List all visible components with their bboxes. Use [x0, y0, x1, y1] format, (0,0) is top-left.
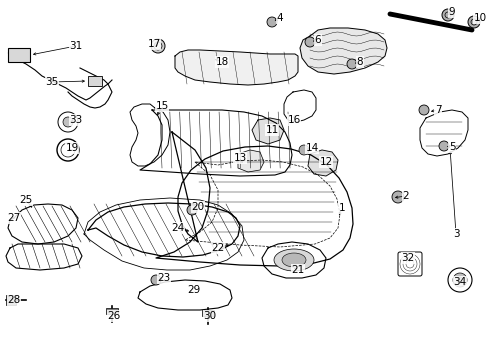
Text: 26: 26 — [107, 311, 121, 321]
Text: 14: 14 — [305, 143, 318, 153]
Ellipse shape — [273, 249, 313, 271]
Polygon shape — [138, 280, 231, 310]
Text: 21: 21 — [291, 265, 304, 275]
Text: 9: 9 — [448, 7, 454, 17]
Text: 28: 28 — [7, 295, 20, 305]
Text: 5: 5 — [448, 142, 454, 152]
Text: 24: 24 — [171, 223, 184, 233]
Circle shape — [447, 268, 471, 292]
Circle shape — [63, 117, 73, 127]
Text: 27: 27 — [7, 213, 20, 223]
Text: 15: 15 — [155, 101, 168, 111]
Circle shape — [452, 273, 466, 287]
Text: 19: 19 — [65, 143, 79, 153]
Text: 30: 30 — [203, 311, 216, 321]
Polygon shape — [299, 28, 386, 74]
Circle shape — [391, 191, 403, 203]
Text: 1: 1 — [338, 203, 345, 213]
Text: 11: 11 — [265, 125, 278, 135]
Polygon shape — [419, 110, 467, 156]
Text: 2: 2 — [402, 191, 408, 201]
Text: 8: 8 — [356, 57, 363, 67]
FancyBboxPatch shape — [8, 48, 30, 62]
Polygon shape — [8, 204, 78, 244]
Text: 23: 23 — [157, 273, 170, 283]
Text: 32: 32 — [401, 253, 414, 263]
Polygon shape — [251, 118, 284, 144]
Polygon shape — [307, 150, 337, 176]
Bar — [202, 310, 214, 316]
Bar — [106, 308, 118, 314]
Circle shape — [346, 59, 356, 69]
Polygon shape — [130, 104, 170, 166]
Bar — [6, 295, 16, 305]
Text: 22: 22 — [211, 243, 224, 253]
Circle shape — [266, 17, 276, 27]
Text: 13: 13 — [233, 153, 246, 163]
Circle shape — [438, 141, 448, 151]
Text: 31: 31 — [69, 41, 82, 51]
Text: 16: 16 — [287, 115, 300, 125]
Polygon shape — [238, 150, 264, 172]
Polygon shape — [262, 242, 325, 278]
Polygon shape — [156, 132, 352, 266]
Text: 29: 29 — [187, 285, 200, 295]
Circle shape — [58, 112, 78, 132]
Circle shape — [456, 277, 462, 283]
Text: 18: 18 — [215, 57, 228, 67]
Polygon shape — [284, 90, 315, 122]
FancyBboxPatch shape — [88, 76, 102, 86]
Circle shape — [418, 105, 428, 115]
Text: 34: 34 — [452, 277, 466, 287]
Circle shape — [186, 205, 197, 215]
Circle shape — [151, 39, 164, 53]
Circle shape — [298, 145, 308, 155]
Ellipse shape — [282, 253, 305, 267]
Text: 3: 3 — [452, 229, 458, 239]
Text: 7: 7 — [434, 105, 440, 115]
Text: 33: 33 — [69, 115, 82, 125]
Text: 6: 6 — [314, 35, 321, 45]
Polygon shape — [88, 203, 240, 257]
Circle shape — [467, 16, 479, 28]
Circle shape — [151, 275, 161, 285]
Text: 4: 4 — [276, 13, 283, 23]
Circle shape — [441, 9, 453, 21]
Text: 10: 10 — [472, 13, 486, 23]
Text: 12: 12 — [319, 157, 332, 167]
Text: 25: 25 — [20, 195, 33, 205]
Text: 20: 20 — [191, 202, 204, 212]
Polygon shape — [140, 110, 291, 176]
Polygon shape — [175, 50, 297, 85]
Text: 17: 17 — [147, 39, 160, 49]
Circle shape — [305, 37, 314, 47]
Polygon shape — [6, 244, 82, 270]
Text: 35: 35 — [45, 77, 59, 87]
FancyBboxPatch shape — [397, 252, 421, 276]
